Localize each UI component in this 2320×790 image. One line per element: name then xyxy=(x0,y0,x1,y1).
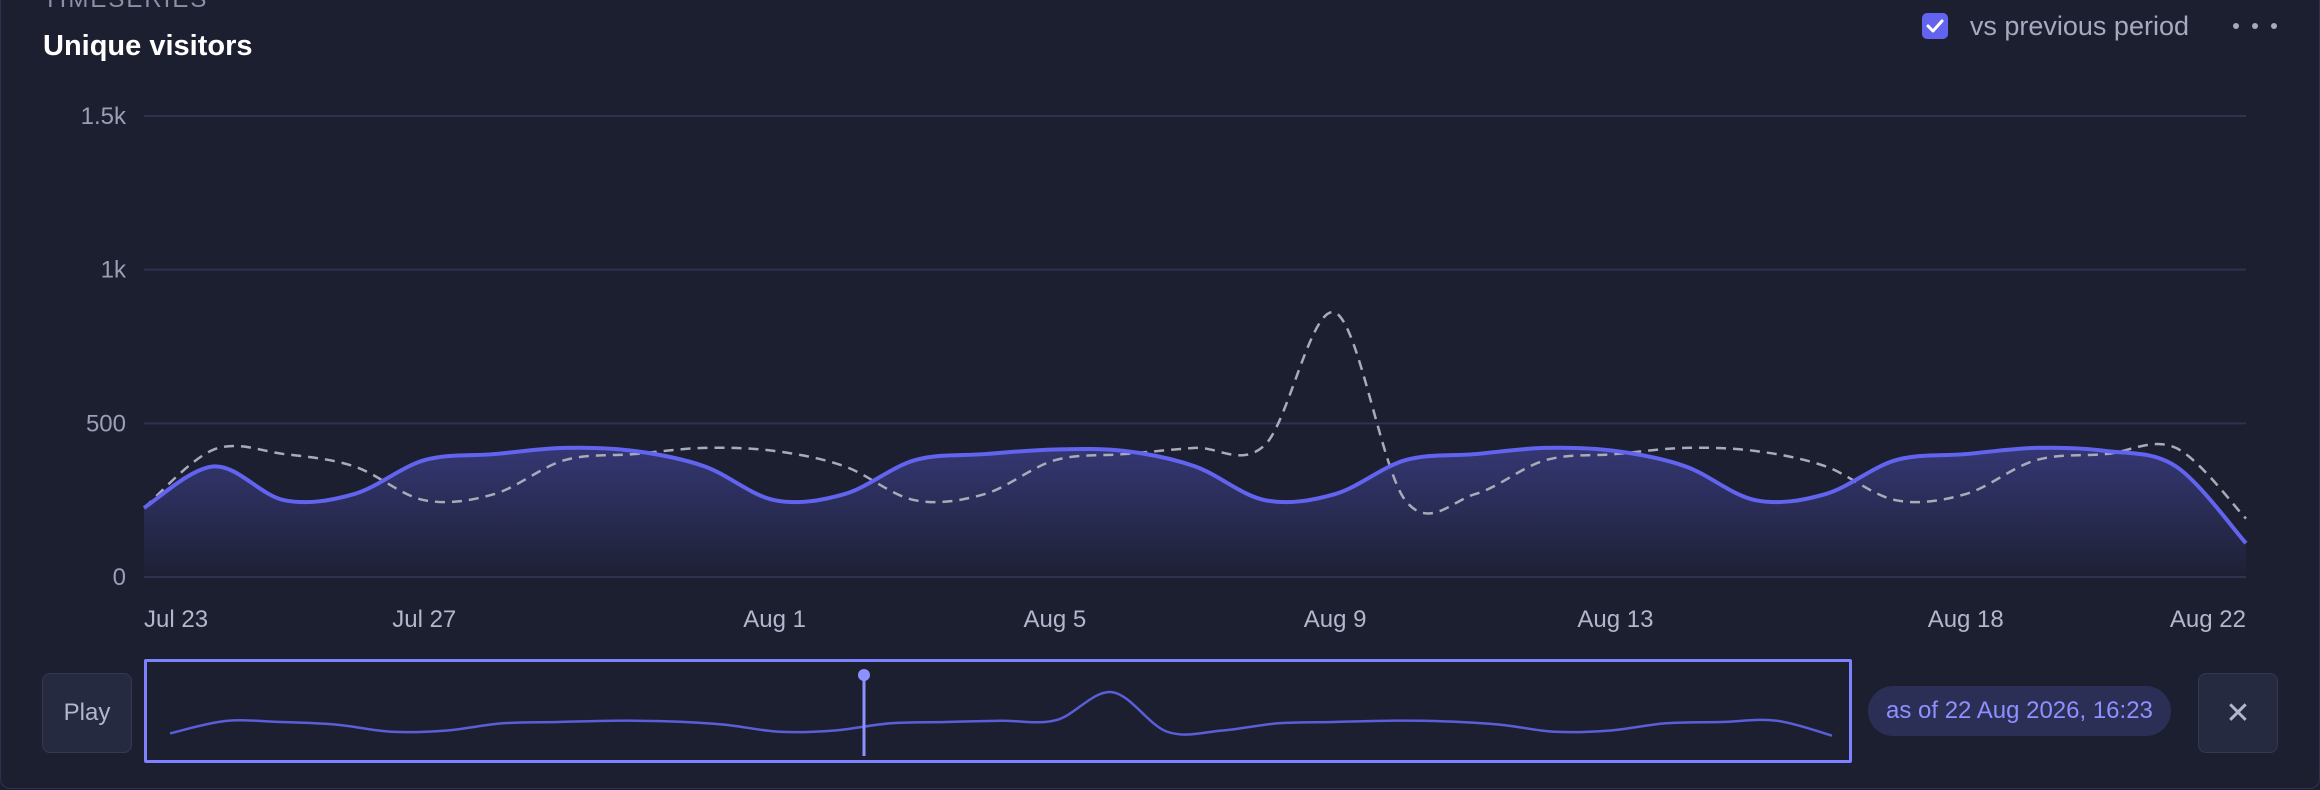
y-tick-label: 1k xyxy=(101,257,127,284)
as-of-badge: as of 22 Aug 2026, 16:23 xyxy=(1868,686,2171,736)
compare-label: vs previous period xyxy=(1969,10,2189,41)
timeline-brush[interactable] xyxy=(144,659,1852,763)
current-period-line xyxy=(142,445,2248,545)
panel-eyebrow: TIMESERIES xyxy=(43,0,208,14)
y-tick-label: 500 xyxy=(86,410,126,437)
y-tick-label: 1.5k xyxy=(81,103,127,130)
compare-toggle[interactable]: vs previous period xyxy=(1921,8,2189,44)
previous-period-line xyxy=(143,311,2247,520)
y-tick-label: 0 xyxy=(113,564,126,591)
x-tick-label: Aug 13 xyxy=(1577,606,1653,633)
close-button[interactable]: ✕ xyxy=(2198,673,2278,753)
x-tick-label: Jul 23 xyxy=(144,606,208,633)
check-icon xyxy=(1926,19,1944,33)
x-tick-label: Aug 1 xyxy=(743,606,806,633)
compare-checkbox[interactable] xyxy=(1921,13,1948,39)
x-tick-label: Aug 5 xyxy=(1024,606,1087,633)
x-tick-label: Aug 18 xyxy=(1928,606,2004,633)
more-options-icon[interactable] xyxy=(2233,8,2277,44)
panel-title: Unique visitors xyxy=(43,30,253,62)
x-tick-label: Aug 9 xyxy=(1304,606,1367,633)
current-period-area xyxy=(144,447,2246,577)
playhead-handle xyxy=(858,669,870,681)
play-button[interactable]: Play xyxy=(42,673,132,753)
x-tick-label: Aug 22 xyxy=(2170,606,2246,633)
timeline-sparkline xyxy=(169,690,1833,737)
x-tick-label: Jul 27 xyxy=(392,606,456,633)
